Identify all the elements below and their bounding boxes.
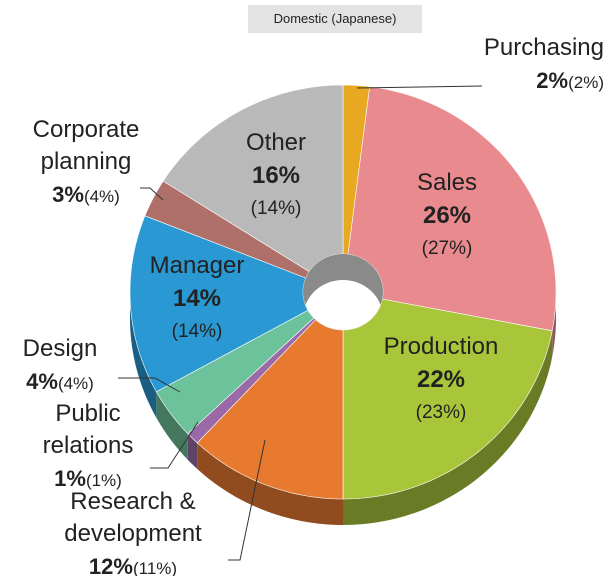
category-row: Production xyxy=(384,332,499,365)
category-row: Corporate planning xyxy=(33,116,140,180)
slice-label: Public relations 1%(1%) xyxy=(43,400,134,497)
value-row: 3%(4%) xyxy=(33,180,140,213)
leader-line xyxy=(118,377,181,393)
value-row: 14% xyxy=(150,284,245,317)
category-label: Corporate planning xyxy=(32,116,140,175)
value-row: 26% xyxy=(417,201,477,234)
leader-line xyxy=(140,187,164,201)
slice-side xyxy=(343,330,553,525)
slice-label: Design 4%(4%) xyxy=(23,335,98,400)
value-label: 2% xyxy=(536,68,569,93)
leader-line xyxy=(150,421,199,469)
category-label: Production xyxy=(383,333,499,360)
value-label: 4% xyxy=(26,369,58,394)
category-label: Sales xyxy=(416,169,478,196)
slice-label: Sales 26% (27%) xyxy=(417,168,477,265)
value-label: 22% xyxy=(416,366,466,393)
previous-value-label: (11%) xyxy=(132,559,178,576)
slice-label: Research & development 12%(11%) xyxy=(64,488,201,576)
value-label: 1% xyxy=(54,466,86,491)
previous-value-label: (14%) xyxy=(250,198,302,219)
category-row: Purchasing xyxy=(484,34,604,66)
category-label: Research & development xyxy=(64,488,202,547)
category-row: Research & development xyxy=(64,488,201,552)
slice-side xyxy=(156,391,188,460)
leader-line xyxy=(356,85,483,89)
category-label: Purchasing xyxy=(483,34,604,61)
previous-value-label: (4%) xyxy=(57,374,94,393)
value-label: 26% xyxy=(422,202,472,229)
previous-row: (14%) xyxy=(246,194,306,225)
previous-row: (14%) xyxy=(150,317,245,348)
category-row: Other xyxy=(246,128,306,161)
previous-value-label: (4%) xyxy=(83,187,120,206)
slice-side xyxy=(187,433,198,469)
previous-value-label: (1%) xyxy=(85,471,122,490)
slice-label: Purchasing 2%(2%) xyxy=(484,34,604,99)
value-label: 14% xyxy=(172,285,222,312)
category-row: Sales xyxy=(417,168,477,201)
category-label: Manager xyxy=(149,252,245,279)
previous-value-label: (2%) xyxy=(568,73,604,92)
value-row: 4%(4%) xyxy=(23,367,98,400)
value-label: 16% xyxy=(251,162,301,189)
value-row: 2%(2%) xyxy=(484,66,604,99)
value-row: 22% xyxy=(384,365,499,398)
category-row: Public relations xyxy=(43,400,134,464)
category-row: Manager xyxy=(150,251,245,284)
value-row: 1%(1%) xyxy=(43,464,134,497)
category-label: Other xyxy=(245,129,307,156)
previous-value-label: (27%) xyxy=(421,238,473,259)
value-row: 12%(11%) xyxy=(64,552,201,576)
value-label: 3% xyxy=(52,182,84,207)
slice-label: Production 22% (23%) xyxy=(384,332,499,429)
slice-label: Manager 14% (14%) xyxy=(150,251,245,348)
category-label: Design xyxy=(22,335,98,362)
previous-row: (27%) xyxy=(417,234,477,265)
chart-title: Domestic (Japanese) xyxy=(248,5,422,33)
previous-value-label: (23%) xyxy=(415,402,467,423)
previous-value-label: (14%) xyxy=(171,321,223,342)
value-row: 16% xyxy=(246,161,306,194)
leader-line xyxy=(228,439,266,561)
hole-floor xyxy=(303,280,383,330)
slice-label: Other 16% (14%) xyxy=(246,128,306,225)
category-label: Public relations xyxy=(42,400,134,459)
value-label: 12% xyxy=(88,554,133,576)
slice-label: Corporate planning 3%(4%) xyxy=(33,116,140,213)
previous-row: (23%) xyxy=(384,398,499,429)
slice-side xyxy=(197,442,343,525)
category-row: Design xyxy=(23,335,98,367)
